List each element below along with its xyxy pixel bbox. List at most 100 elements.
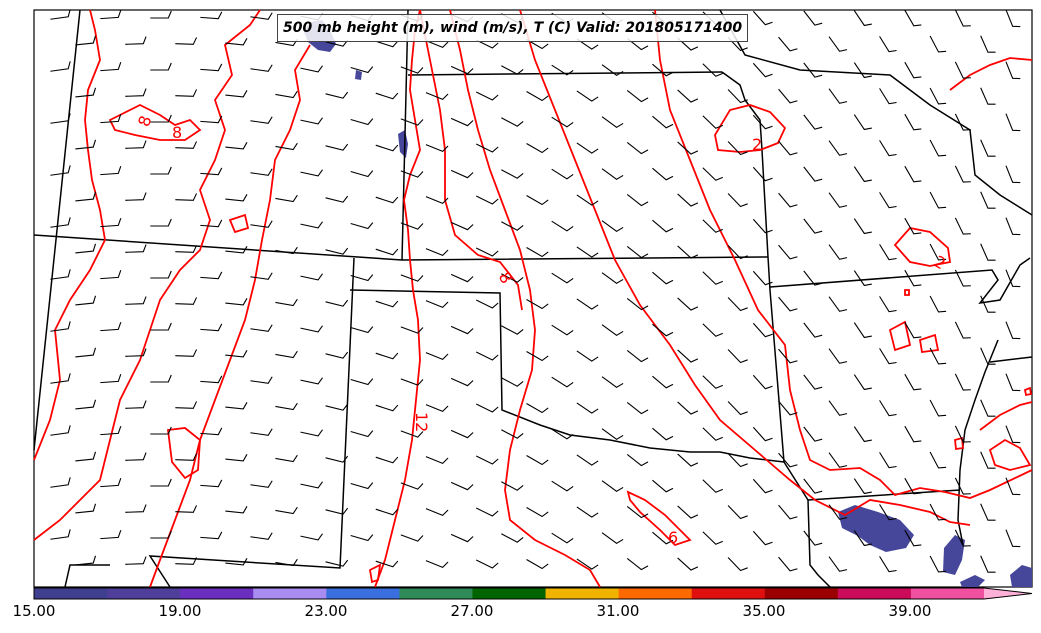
wind-barb [300, 221, 323, 229]
wind-barb [677, 245, 699, 259]
wind-barb [250, 272, 273, 280]
wind-barb [601, 480, 624, 492]
contour-line [626, 490, 692, 547]
contour-line [166, 427, 201, 480]
wind-barb [626, 402, 649, 415]
wind-barb [778, 140, 798, 156]
wind-barb [450, 169, 474, 179]
boundary-line [721, 71, 769, 258]
colorbar-tick-label: 19.00 [158, 602, 202, 620]
wind-barb [150, 114, 172, 123]
wind-barb [601, 272, 624, 284]
wind-barb [475, 39, 499, 49]
wind-barb [225, 298, 248, 306]
wind-barb [50, 269, 71, 280]
wind-barb [150, 166, 172, 175]
wind-barb [100, 114, 122, 124]
wind-barb [677, 141, 699, 155]
wind-barb [475, 351, 499, 361]
wind-barb [778, 88, 798, 104]
wind-barb [1005, 165, 1021, 184]
wind-barb [350, 170, 374, 178]
contour-line [654, 9, 1033, 499]
contour-line [149, 44, 311, 588]
wind-barb [929, 295, 947, 313]
wind-barb [980, 87, 996, 105]
boundary-line [349, 289, 785, 463]
wind-barb [1005, 529, 1021, 548]
wind-barb [475, 455, 499, 465]
colorbar-outline [33, 587, 1033, 600]
wind-barb [853, 62, 872, 79]
wind-barb [828, 400, 848, 416]
wind-barb [752, 478, 773, 494]
wind-barb [702, 323, 724, 337]
wind-barb [325, 143, 349, 151]
wind-barb [853, 426, 872, 443]
wind-barb [526, 143, 549, 154]
wind-barb [100, 270, 122, 280]
wind-barb [980, 243, 996, 261]
wind-barb [702, 479, 724, 493]
wind-barb [904, 9, 922, 27]
colorbar-tick-label: 27.00 [450, 602, 494, 620]
wind-barb [100, 10, 122, 20]
wind-barb [828, 452, 848, 468]
wind-barb [375, 404, 399, 412]
wind-barb [350, 274, 374, 282]
wind-barb [275, 298, 298, 307]
wind-barb [425, 144, 449, 153]
wind-barb [325, 455, 349, 463]
wind-barb [904, 269, 922, 287]
wind-barb [501, 273, 524, 283]
wind-barb [702, 167, 724, 181]
wind-barb [853, 530, 872, 547]
wind-barb [929, 451, 947, 469]
wind-barb [75, 191, 97, 202]
colorbar-tick-label: 15.00 [12, 602, 56, 620]
wind-barb [150, 426, 172, 435]
wind-barb [727, 297, 748, 312]
colorbar [33, 587, 1033, 600]
wind-barb [929, 243, 947, 261]
boundary-line [64, 564, 110, 588]
shaded-blob [1010, 565, 1032, 587]
wind-barb [954, 165, 971, 183]
wind-barb [75, 399, 97, 410]
wind-barb [125, 504, 147, 513]
wind-barb [1005, 425, 1021, 444]
wind-barb [980, 399, 996, 417]
wind-barb [828, 36, 848, 52]
wind-barb [375, 456, 399, 464]
contour-label: 8 [172, 123, 182, 142]
wind-barb [450, 481, 474, 491]
wind-barb [75, 87, 97, 98]
wind-barb [50, 61, 71, 72]
wind-barb [980, 35, 996, 53]
contour-line [374, 9, 421, 588]
wind-barb [150, 10, 172, 19]
wind-barbs [50, 9, 1021, 573]
wind-barb [150, 478, 172, 487]
wind-barb [125, 400, 147, 409]
wind-barb [551, 64, 574, 76]
wind-barb [475, 507, 499, 517]
wind-barb [300, 65, 323, 73]
wind-barb [400, 274, 424, 282]
wind-barb [475, 559, 499, 569]
wind-barb [450, 325, 474, 335]
wind-barb [175, 349, 198, 357]
wind-barb [200, 167, 223, 176]
wind-barb [752, 530, 773, 546]
wind-barb [400, 66, 424, 74]
wind-barb [250, 428, 273, 436]
contour-line [954, 436, 964, 451]
wind-barb [778, 556, 798, 572]
wind-barb [150, 62, 172, 71]
wind-barb [727, 557, 748, 572]
wind-barb [853, 374, 872, 391]
wind-barb [475, 143, 499, 153]
boundary-line [719, 9, 1033, 216]
wind-barb [954, 373, 971, 391]
